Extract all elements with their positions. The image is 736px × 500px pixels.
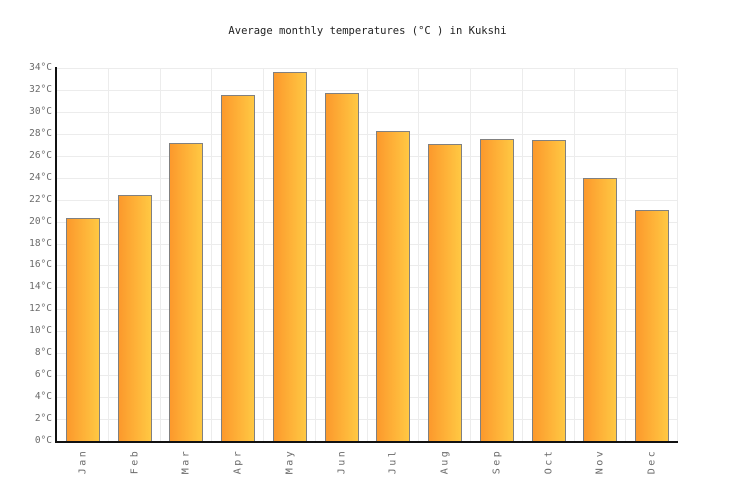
bar-feb [118, 195, 152, 441]
y-axis-label: 8°C [34, 347, 52, 359]
vertical-gridline [160, 68, 161, 441]
y-axis-label: 20°C [29, 215, 52, 227]
y-axis-label: 18°C [29, 237, 52, 249]
bar-oct [532, 140, 566, 441]
x-axis-label-jan: Jan [77, 448, 89, 475]
x-axis-line [55, 441, 678, 443]
y-axis-label: 14°C [29, 281, 52, 293]
y-axis-label: 28°C [29, 127, 52, 139]
chart-title: Average monthly temperatures (°C ) in Ku… [228, 25, 507, 37]
bar-apr [221, 95, 255, 441]
bar-jul [376, 131, 410, 441]
vertical-gridline [625, 68, 626, 441]
x-axis-label-jun: Jun [336, 448, 348, 475]
vertical-gridline [108, 68, 109, 441]
bar-sep [480, 139, 514, 441]
y-axis-label: 16°C [29, 259, 52, 271]
x-axis-label-oct: Oct [543, 448, 555, 475]
x-axis-label-aug: Aug [439, 448, 451, 475]
bar-jun [325, 93, 359, 441]
x-axis-label-apr: Apr [232, 448, 244, 475]
y-axis-label: 12°C [29, 303, 52, 315]
x-axis-label-nov: Nov [594, 448, 606, 475]
vertical-gridline [367, 68, 368, 441]
vertical-gridline [211, 68, 212, 441]
x-axis-label-sep: Sep [491, 448, 503, 475]
y-axis-label: 26°C [29, 149, 52, 161]
y-axis-label: 10°C [29, 325, 52, 337]
bar-may [273, 72, 307, 441]
vertical-gridline [470, 68, 471, 441]
bar-aug [428, 144, 462, 441]
bar-nov [583, 178, 617, 441]
plot-area [57, 68, 678, 441]
x-axis-label-jul: Jul [387, 448, 399, 475]
y-axis-label: 2°C [34, 413, 52, 425]
y-axis-label: 22°C [29, 193, 52, 205]
vertical-gridline [574, 68, 575, 441]
y-axis-label: 32°C [29, 83, 52, 95]
x-axis-label-may: May [284, 448, 296, 475]
y-axis-label: 24°C [29, 171, 52, 183]
bar-mar [169, 143, 203, 441]
y-axis-label: 6°C [34, 369, 52, 381]
bar-dec [635, 210, 669, 441]
y-axis-label: 0°C [34, 435, 52, 446]
y-axis-line [55, 67, 57, 443]
vertical-gridline [315, 68, 316, 441]
x-axis-label-dec: Dec [646, 448, 658, 475]
y-axis-label: 34°C [29, 62, 52, 73]
x-axis-label-mar: Mar [180, 448, 192, 475]
vertical-gridline [677, 68, 678, 441]
bar-jan [66, 218, 100, 441]
vertical-gridline [522, 68, 523, 441]
x-axis-label-feb: Feb [129, 448, 141, 475]
y-axis-label: 30°C [29, 105, 52, 117]
y-axis-label: 4°C [34, 391, 52, 403]
vertical-gridline [418, 68, 419, 441]
vertical-gridline [263, 68, 264, 441]
